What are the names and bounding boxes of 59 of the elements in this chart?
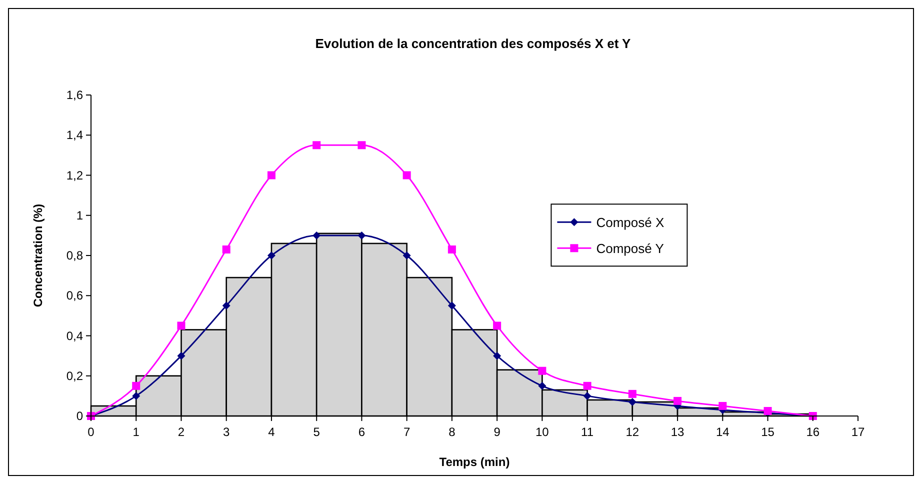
point xyxy=(222,302,230,310)
y-tick-label: 0 xyxy=(76,409,84,423)
point xyxy=(358,231,366,240)
x-tick-label: 5 xyxy=(313,425,320,439)
y-tick-label: 1 xyxy=(76,208,84,222)
x-tick-label: 4 xyxy=(268,425,276,439)
x-tick-label: 0 xyxy=(88,425,95,439)
point xyxy=(583,392,592,400)
legend-label: Composé X xyxy=(596,215,664,230)
y-tick-label: 0,2 xyxy=(66,368,84,383)
point xyxy=(448,302,456,310)
x-tick-label: 8 xyxy=(448,425,456,439)
y-tick-label: 1,2 xyxy=(66,168,84,182)
point xyxy=(402,171,411,180)
point xyxy=(583,382,592,390)
y-tick-label: 0,6 xyxy=(66,288,84,303)
x-tick-label: 14 xyxy=(716,425,730,439)
point xyxy=(358,141,366,150)
point xyxy=(222,245,230,254)
x-tick-label: 2 xyxy=(178,425,185,439)
point xyxy=(493,352,502,360)
y-axis-title: Concentration (%) xyxy=(31,204,45,308)
point xyxy=(132,382,140,390)
x-tick-label: 15 xyxy=(761,425,775,439)
point xyxy=(177,352,186,360)
x-tick-label: 6 xyxy=(358,425,366,439)
x-tick-label: 17 xyxy=(851,425,865,439)
x-tick-label: 13 xyxy=(670,425,685,439)
x-axis-title: Temps (min) xyxy=(439,455,510,469)
y-tick-label: 0,4 xyxy=(66,328,84,343)
point xyxy=(312,141,321,150)
y-tick-label: 0,8 xyxy=(66,248,84,262)
point xyxy=(493,322,502,330)
x-tick-label: 1 xyxy=(132,425,140,439)
point xyxy=(312,231,321,240)
point xyxy=(674,396,682,405)
y-tick-label: 1,6 xyxy=(66,88,84,102)
x-tick-label: 16 xyxy=(806,425,820,439)
point xyxy=(718,402,727,410)
point xyxy=(538,382,546,390)
x-tick-label: 9 xyxy=(494,425,501,439)
x-tick-label: 10 xyxy=(535,425,550,439)
legend-label: Composé Y xyxy=(596,241,664,256)
y-tick-label: 1,4 xyxy=(66,128,84,142)
x-tick-label: 7 xyxy=(403,425,410,439)
point xyxy=(448,245,456,254)
point xyxy=(177,322,186,330)
point xyxy=(402,252,411,260)
x-tick-label: 3 xyxy=(223,425,230,439)
point xyxy=(538,366,546,375)
point xyxy=(628,390,636,398)
point xyxy=(132,392,140,400)
x-tick-label: 12 xyxy=(626,425,640,439)
point xyxy=(764,406,772,415)
chart-title: Evolution de la concentration des composés X et Y xyxy=(315,36,632,51)
point xyxy=(267,252,276,260)
x-tick-label: 11 xyxy=(581,425,594,439)
point xyxy=(267,171,276,180)
point xyxy=(628,398,636,406)
